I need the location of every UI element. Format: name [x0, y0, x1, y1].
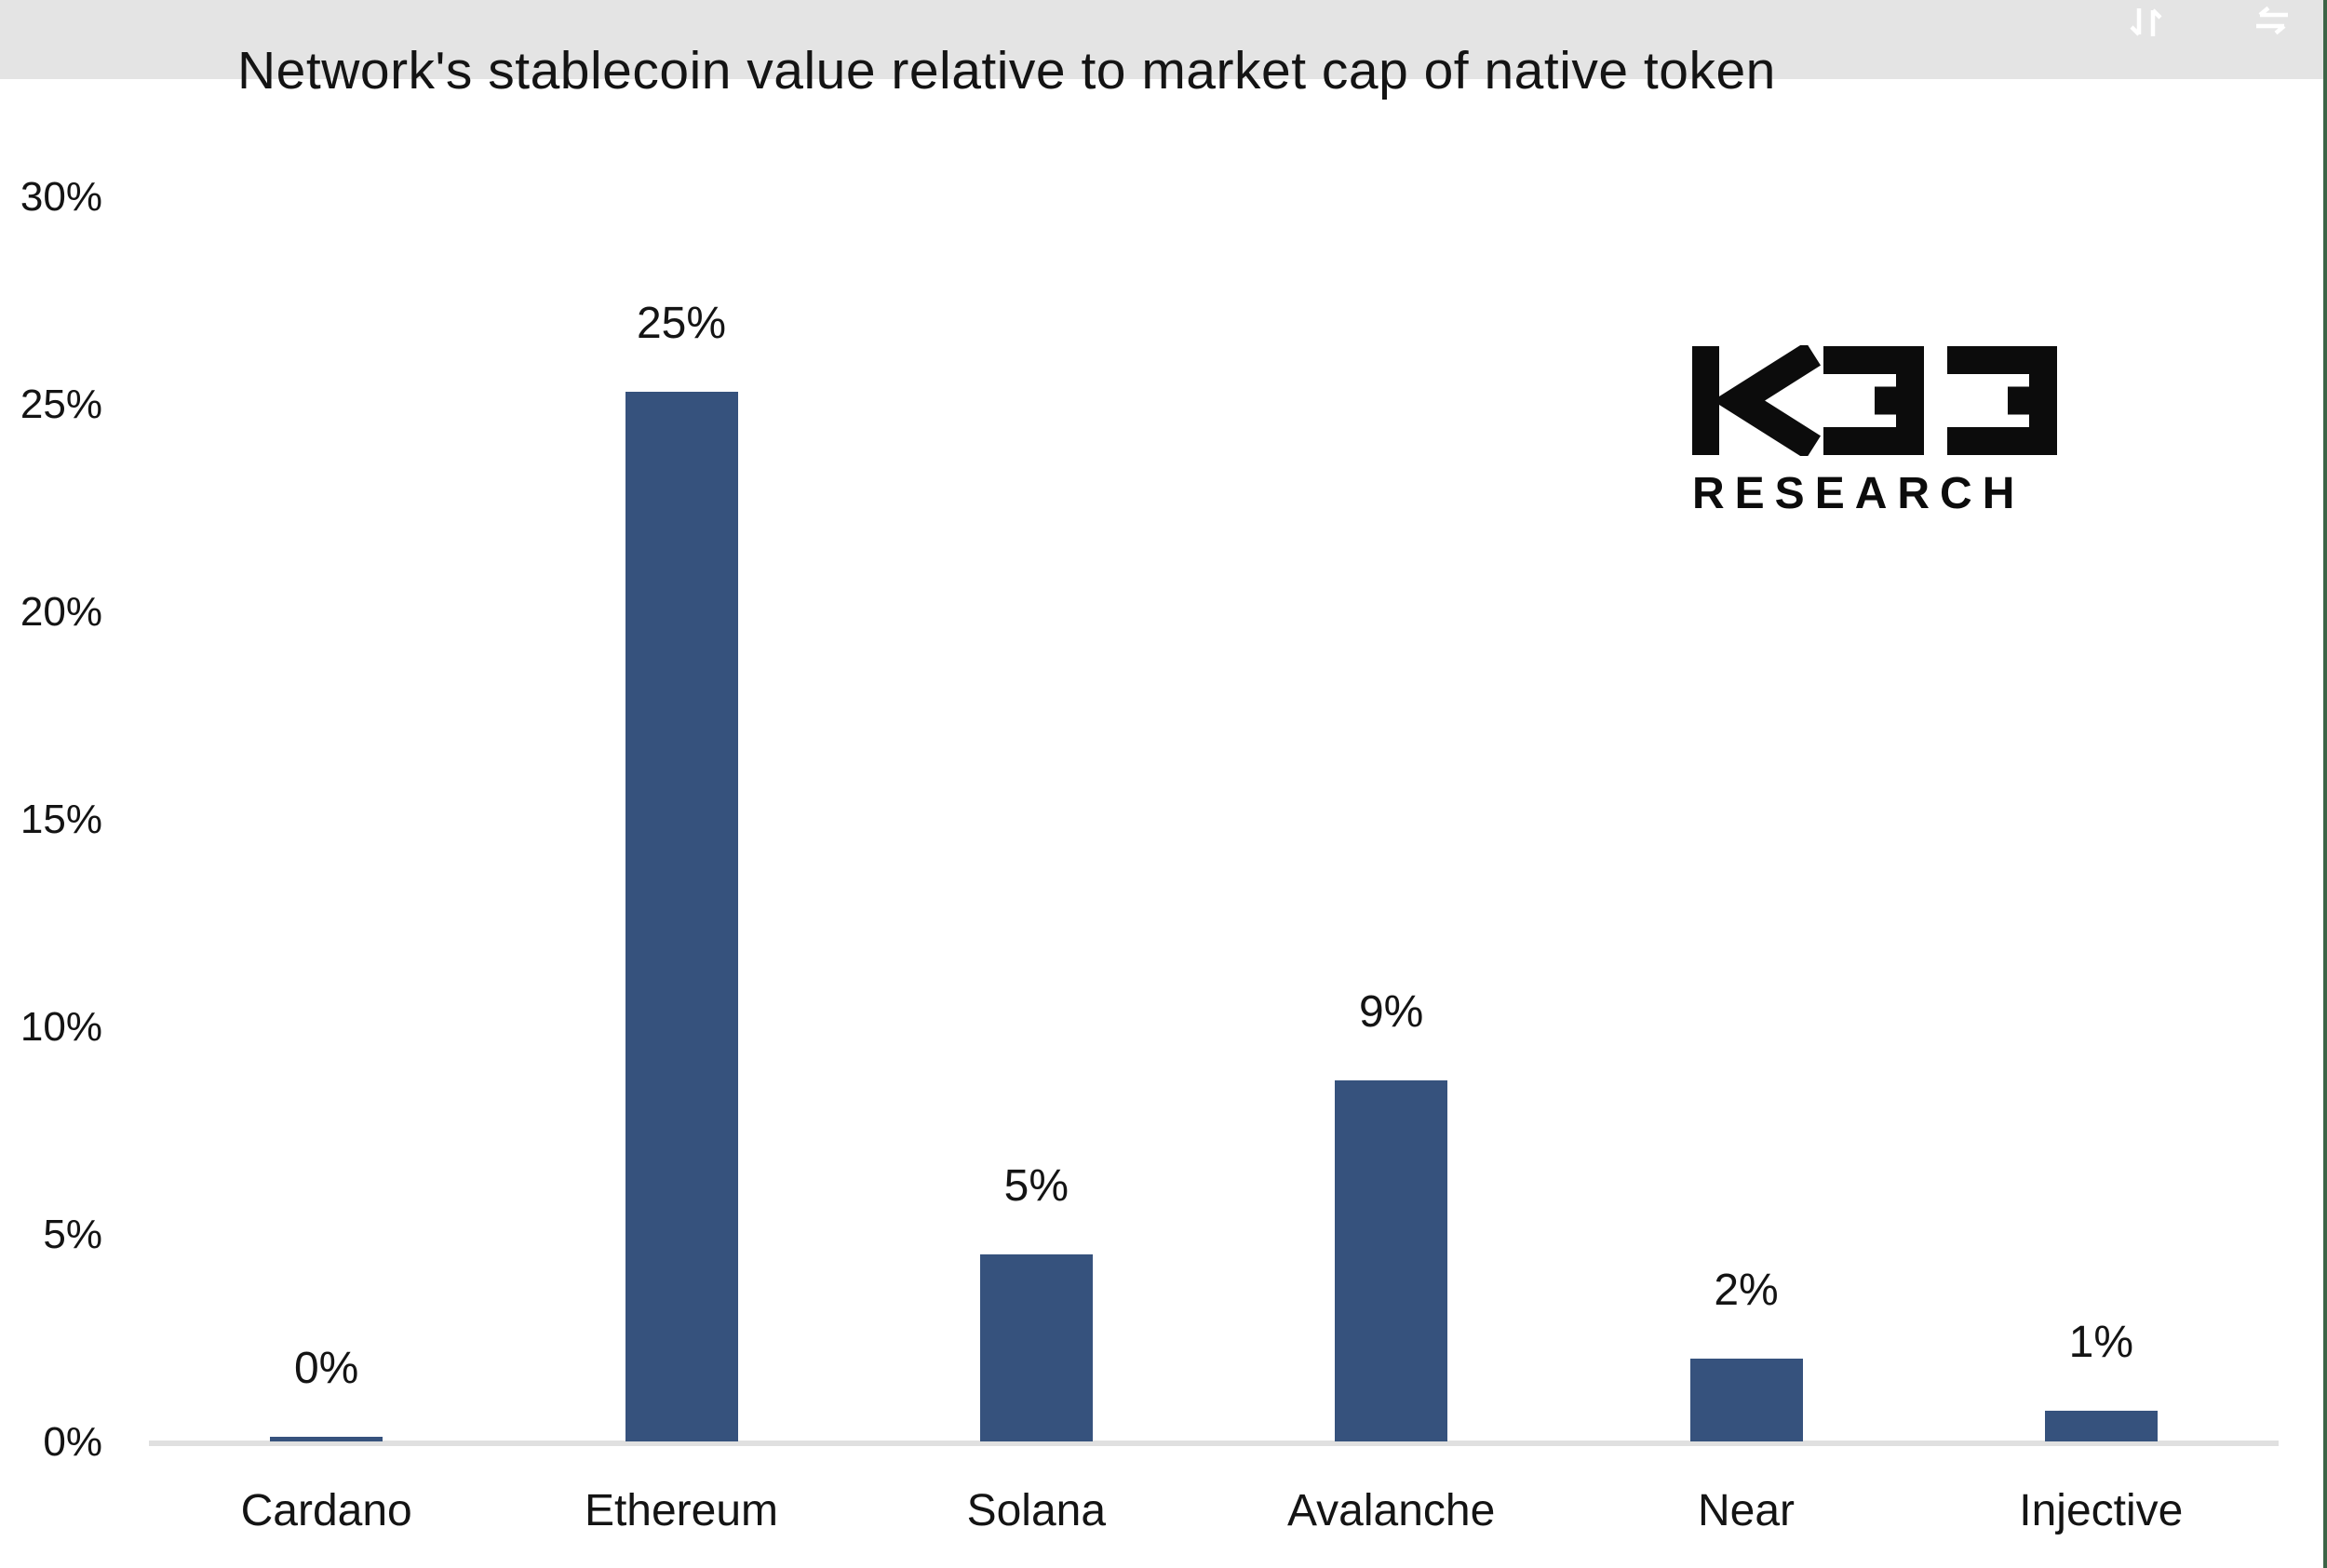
y-axis-tick-label: 25% — [20, 382, 102, 427]
y-axis-tick-label: 5% — [43, 1212, 102, 1257]
y-axis-tick-label: 15% — [20, 797, 102, 842]
bar-avalanche[interactable] — [1335, 1080, 1448, 1441]
bar-solana[interactable] — [979, 1254, 1093, 1441]
x-axis-category-label-ethereum: Ethereum — [584, 1486, 779, 1535]
x-axis-category-label-solana: Solana — [966, 1486, 1107, 1535]
k33-logo-mark — [1692, 342, 2057, 460]
y-axis-tick-label: 0% — [43, 1419, 102, 1465]
data-label-avalanche: 9% — [1358, 987, 1424, 1037]
data-label-near: 2% — [1714, 1266, 1779, 1315]
x-axis-category-label-injective: Injective — [2019, 1486, 2184, 1535]
y-axis-tick-label: 10% — [20, 1004, 102, 1050]
x-axis-category-label-avalanche: Avalanche — [1287, 1486, 1496, 1535]
swap-arrows-icon[interactable] — [2253, 6, 2292, 37]
y-axis-tick-label: 20% — [20, 589, 102, 635]
data-label-cardano: 0% — [293, 1344, 359, 1393]
data-label-injective: 1% — [2068, 1318, 2134, 1367]
bar-near[interactable] — [1689, 1359, 1803, 1441]
x-axis-line — [149, 1441, 2279, 1446]
k33-research-logo: RESEARCH — [1692, 342, 2059, 519]
chart-title: Network's stablecoin value relative to m… — [237, 41, 1776, 101]
data-label-ethereum: 25% — [636, 299, 727, 348]
bar-ethereum[interactable] — [625, 392, 738, 1441]
x-axis-category-label-cardano: Cardano — [240, 1486, 412, 1535]
right-border — [2323, 0, 2327, 1568]
k33-logo-research-text: RESEARCH — [1692, 469, 2025, 518]
top-band — [0, 0, 2327, 79]
sort-arrows-icon[interactable] — [2128, 4, 2165, 41]
bar-cardano[interactable] — [270, 1437, 383, 1441]
data-label-solana: 5% — [1003, 1161, 1069, 1211]
y-axis-tick-label: 30% — [20, 174, 102, 220]
x-axis-category-label-near: Near — [1697, 1486, 1796, 1535]
bar-injective[interactable] — [2044, 1411, 2158, 1441]
